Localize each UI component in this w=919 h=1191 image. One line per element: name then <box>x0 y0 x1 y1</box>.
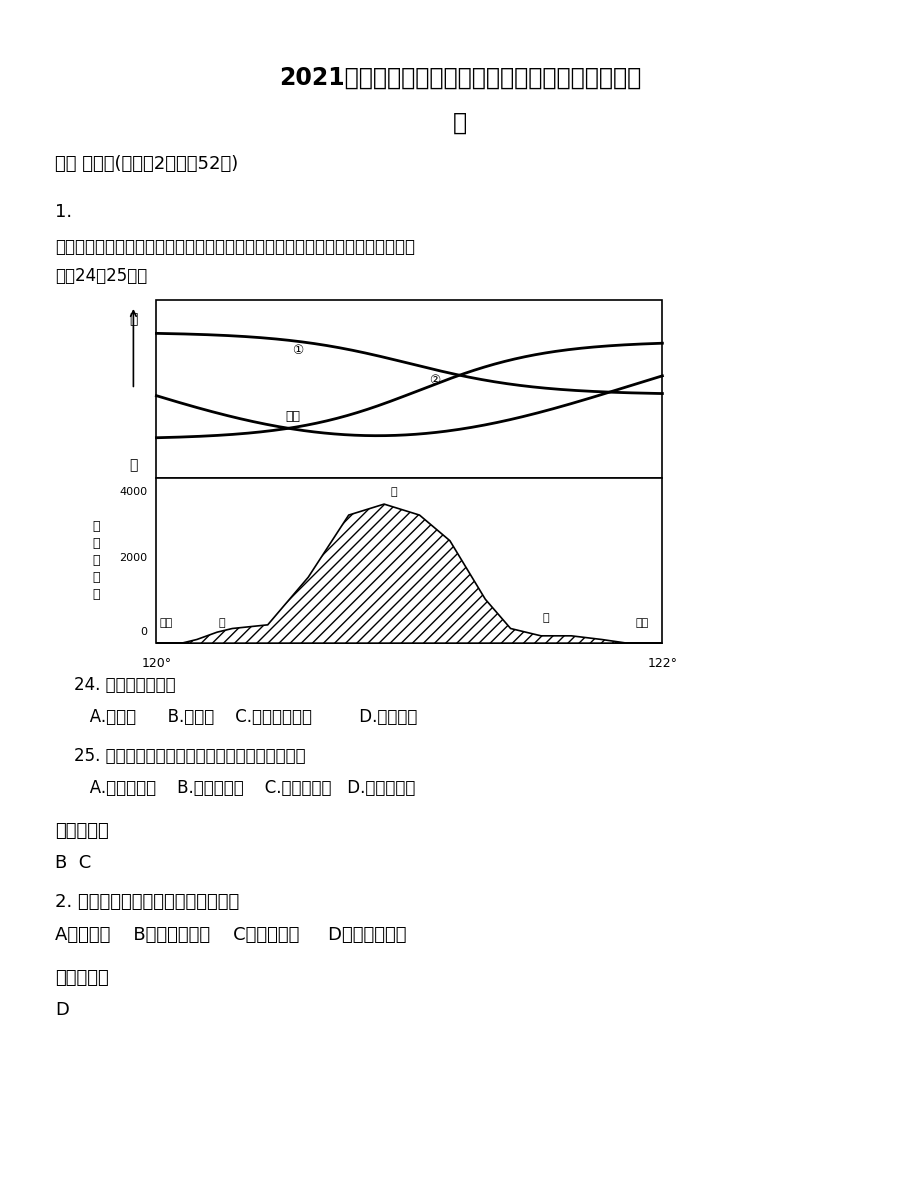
Text: 小: 小 <box>129 459 138 473</box>
Text: B  C: B C <box>55 854 91 873</box>
Text: D: D <box>55 1000 69 1019</box>
Text: 25. 对该岛生活、生产危害最大的两种自然灾害是: 25. 对该岛生活、生产危害最大的两种自然灾害是 <box>74 747 305 766</box>
Text: A用地紧张    B环境污染严重    C人口老龄化     D资源日益枯竭: A用地紧张 B环境污染严重 C人口老龄化 D资源日益枯竭 <box>55 925 406 944</box>
Text: 海洋: 海洋 <box>635 618 648 629</box>
Text: 气温: 气温 <box>285 410 301 423</box>
Text: 4000: 4000 <box>119 487 147 497</box>
Text: 1.: 1. <box>55 202 73 222</box>
Bar <box>156 479 662 643</box>
Text: 参考答案：: 参考答案： <box>55 822 108 841</box>
Text: 析: 析 <box>452 111 467 135</box>
Text: 120°: 120° <box>142 657 171 671</box>
Bar <box>156 300 662 479</box>
Text: 海洋: 海洋 <box>160 618 173 629</box>
Text: ②: ② <box>428 374 440 387</box>
Text: 大: 大 <box>129 312 138 326</box>
Text: 一、 选择题(每小题2分，共52分): 一、 选择题(每小题2分，共52分) <box>55 155 238 174</box>
Text: 24. 该岛屿的名称是: 24. 该岛屿的名称是 <box>74 675 175 694</box>
Polygon shape <box>156 504 662 643</box>
Text: 高
度
（
米
）: 高 度 （ 米 ） <box>93 520 100 601</box>
Text: 2021年浙江省湖州市善琏中学高二地理模拟试卷含解: 2021年浙江省湖州市善琏中学高二地理模拟试卷含解 <box>278 66 641 89</box>
Text: 2. 不属于日本产业向国外转移的原因: 2. 不属于日本产业向国外转移的原因 <box>55 892 239 911</box>
Text: A.海南岛      B.台湾岛    C.马达加斯加岛         D.夏威夷岛: A.海南岛 B.台湾岛 C.马达加斯加岛 D.夏威夷岛 <box>74 707 416 727</box>
Text: 参考答案：: 参考答案： <box>55 968 108 987</box>
Text: ①: ① <box>292 343 303 356</box>
Text: 乙: 乙 <box>391 487 397 497</box>
Text: 回答24～25题：: 回答24～25题： <box>55 267 147 286</box>
Text: 下图下部为某岛屿沿回归线的地形剖面图，上部是该区相关地理事物沿线变化图，: 下图下部为某岛屿沿回归线的地形剖面图，上部是该区相关地理事物沿线变化图， <box>55 237 414 256</box>
Text: 122°: 122° <box>647 657 676 671</box>
Text: 丙: 丙 <box>542 613 549 623</box>
Text: 2000: 2000 <box>119 553 147 562</box>
Text: 甲: 甲 <box>219 618 225 629</box>
Text: 0: 0 <box>140 626 147 637</box>
Text: A.寒潮、洪涝    B.地震、洪涝    C.台风、地震   D.干旱、台风: A.寒潮、洪涝 B.地震、洪涝 C.台风、地震 D.干旱、台风 <box>74 779 414 798</box>
